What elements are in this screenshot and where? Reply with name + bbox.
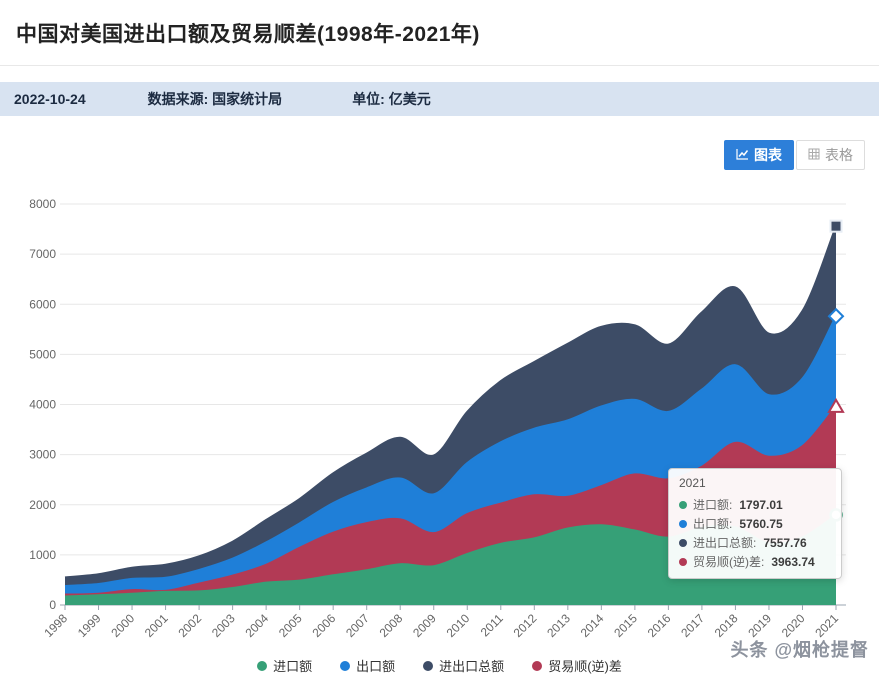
legend-label-exports: 出口额 [356,659,396,674]
legend-dot-exports [340,660,351,671]
title-divider [0,65,879,66]
tooltip-dot-surplus [679,557,687,566]
x-axis-tick-label: 2012 [511,611,540,640]
chart-legend: 进口额 出口额 进出口总额 贸易顺(逆)差 [0,656,879,675]
x-axis-tick-label: 2003 [209,611,238,640]
tooltip-row-imports: 进口额: 1797.01 [679,495,831,514]
tooltip-dot-exports [679,519,687,528]
legend-item-exports[interactable]: 出口额 [340,656,395,675]
x-axis-tick-label: 2007 [343,611,372,640]
tab-chart-label: 图表 [754,147,782,163]
y-axis-tick-label: 6000 [29,297,56,311]
tooltip-year: 2021 [679,476,706,490]
series-line-total [64,225,837,579]
tooltip-row-total: 进出口总额: 7557.76 [679,533,831,552]
info-bar: 2022-10-24 数据来源: 国家统计局 单位: 亿美元 [0,82,879,116]
y-axis-labels: 0 1000 2000 3000 4000 5000 6000 7000 8000 [29,197,56,612]
x-axis-tick-label: 2001 [142,611,171,640]
tab-table-label: 表格 [825,147,853,163]
x-axis-tick-label: 2008 [377,611,406,640]
endpoint-marker-total [829,219,843,233]
chart-canvas[interactable]: 0 1000 2000 3000 4000 5000 6000 7000 8000 1998 199… [0,190,879,652]
legend-label-imports: 进口额 [273,659,313,674]
legend-dot-total [423,660,434,671]
legend-label-surplus: 贸易顺(逆)差 [548,659,622,674]
tooltip-dot-imports [679,500,687,509]
y-axis-tick-label: 3000 [29,448,56,462]
series-line-exports [64,315,837,587]
x-axis-tick-label: 2004 [242,611,271,640]
series-line-surplus [64,405,837,596]
watermark: 头条 @烟枪提督 [730,640,869,660]
endpoint-marker-exports [827,307,845,325]
legend-item-imports[interactable]: 进口额 [257,656,312,675]
x-axis-tick-label: 2011 [478,611,506,639]
area-series [64,225,837,605]
x-axis-tick-label: 2016 [645,611,674,640]
tooltip-row-surplus: 贸易顺(逆)差: 3963.74 [679,552,831,571]
x-axis-tick-label: 2002 [175,611,204,640]
x-axis-tick-label: 1999 [75,611,104,640]
legend-item-total[interactable]: 进出口总额 [423,656,504,675]
x-axis-ticks [64,605,837,610]
chart-tooltip: 2021 进口额: 1797.01 出口额: 5760.75 进出口总额: 75… [668,468,842,579]
x-axis-tick-label: 2009 [410,611,439,640]
tooltip-row-exports: 出口额: 5760.75 [679,514,831,533]
y-axis-tick-label: 1000 [29,548,56,562]
page-title: 中国对美国进出口额及贸易顺差(1998年-2021年) [16,23,480,46]
x-axis-tick-label: 2017 [678,611,707,640]
publish-date: 2022-10-24 [14,91,86,107]
series-area-imports [65,514,836,605]
y-axis-tick-label: 8000 [29,197,56,211]
view-toggle-group: 图表 表格 [724,140,865,170]
y-axis-tick-label: 5000 [29,347,56,361]
unit-label: 单位: 亿美元 [352,91,431,107]
x-axis-tick-label: 2010 [444,611,473,640]
tooltip-dot-total [679,538,687,547]
legend-dot-imports [257,660,268,671]
x-axis-tick-label: 2013 [544,611,573,640]
x-axis-tick-label: 2014 [578,611,607,640]
legend-label-total: 进出口总额 [439,659,505,674]
x-axis-tick-label: 2006 [310,611,339,640]
x-axis-tick-label: 2005 [276,611,305,640]
y-axis-tick-label: 0 [49,598,56,612]
y-axis-tick-label: 2000 [29,498,56,512]
x-axis-labels: 1998 1999 2000 2001 2002 2003 2004 2005 2006 2007… [41,611,841,640]
x-axis-tick-label: 2015 [611,611,640,640]
legend-item-surplus[interactable]: 贸易顺(逆)差 [532,656,622,675]
x-axis-tick-label: 2000 [108,611,137,640]
x-axis-tick-label: 1998 [41,611,70,640]
endpoint-marker-surplus [827,397,845,413]
data-source: 数据来源: 国家统计局 [147,91,283,107]
y-axis-tick-label: 4000 [29,398,56,412]
legend-dot-surplus [532,660,543,671]
tab-chart-view[interactable]: 图表 [724,140,794,170]
tab-table-view[interactable]: 表格 [796,140,865,170]
table-grid-icon [808,147,820,163]
chart-section: 图表 表格 0 1000 2000 3000 4000 5000 6000 7000 8000 1… [0,116,879,680]
line-chart-icon [736,147,749,163]
y-axis-tick-label: 7000 [29,247,56,261]
